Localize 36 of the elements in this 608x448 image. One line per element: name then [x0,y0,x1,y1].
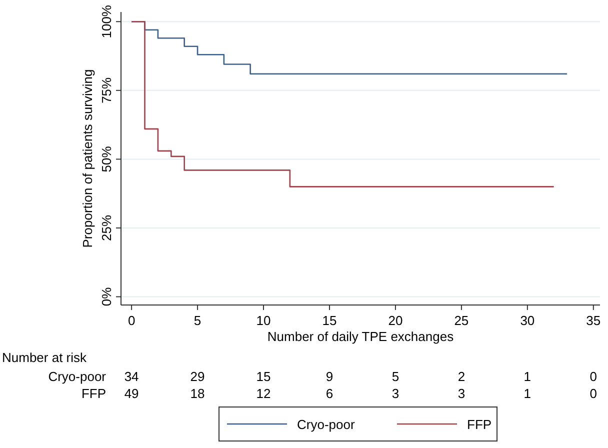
text: 49 [124,386,139,401]
text: 3 [458,386,466,401]
text: 2 [458,369,466,384]
y-tick-label: 50% [99,146,114,172]
text: 12 [256,386,271,401]
x-tick-label: 25 [454,313,469,328]
text: Number at risk [2,350,88,365]
x-tick-label: 35 [586,313,601,328]
y-tick-label: 0% [99,286,114,306]
text: 29 [190,369,205,384]
legend-label: FFP [467,417,492,432]
x-tick-label: 15 [322,313,337,328]
text: FFP [81,386,106,401]
text: 5 [392,369,400,384]
legend-label: Cryo-poor [297,417,356,432]
text: 18 [190,386,205,401]
text: 1 [524,369,532,384]
text: 9 [326,369,334,384]
text: 0 [590,369,598,384]
text: 6 [326,386,334,401]
y-axis-title: Proportion of patients surviving [80,69,95,248]
text: 0 [590,386,598,401]
y-tick-label: 75% [99,76,114,104]
text: Cryo-poor [48,369,107,384]
text: 34 [124,369,139,384]
x-tick-label: 10 [256,313,271,328]
y-tick-label: 25% [99,214,114,241]
x-axis-title: Number of daily TPE exchanges [267,329,454,344]
y-tick-label: 100% [99,4,114,38]
text: 15 [256,369,271,384]
x-tick-label: 20 [388,313,403,328]
text: 3 [392,386,400,401]
x-tick-label: 5 [194,313,202,328]
text: 1 [524,386,532,401]
x-tick-label: 30 [520,313,535,328]
x-tick-label: 0 [128,313,136,328]
